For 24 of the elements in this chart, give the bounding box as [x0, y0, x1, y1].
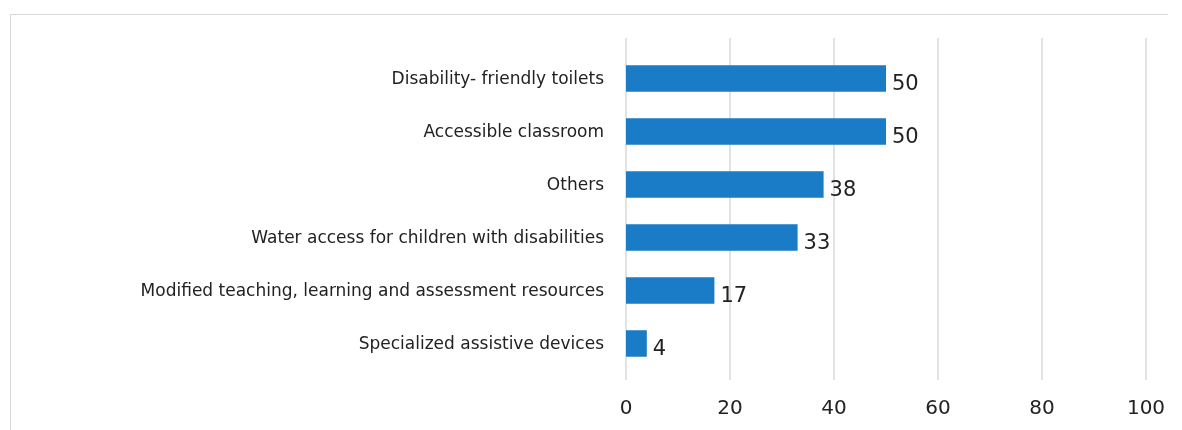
data-label: 38: [829, 176, 857, 201]
y-tick-label: Others: [546, 174, 605, 195]
bar: [626, 65, 886, 92]
x-tick-label: 80: [1029, 395, 1055, 419]
x-tick-label: 40: [821, 395, 847, 419]
bar: [626, 277, 715, 304]
y-tick-label: Water access for children with disabilities: [251, 227, 605, 248]
bar: [626, 118, 886, 145]
data-label: 50: [892, 70, 919, 95]
x-tick-label: 20: [717, 395, 743, 419]
bar: [626, 224, 798, 251]
y-tick-label: Modified teaching, learning and assessment resources: [140, 280, 605, 301]
x-tick-label: 100: [1126, 395, 1166, 419]
data-label: 33: [803, 229, 831, 254]
bar: [626, 171, 824, 198]
y-tick-label: Specialized assistive devices: [358, 333, 605, 354]
bar: [626, 330, 647, 357]
x-tick-label: 60: [925, 395, 951, 419]
data-label: 4: [652, 335, 667, 360]
x-tick-label: 0: [619, 395, 633, 419]
data-label: 50: [892, 123, 919, 148]
y-tick-label: Accessible classroom: [423, 121, 604, 142]
y-tick-label: Disability- friendly toilets: [391, 68, 605, 89]
data-label: 17: [720, 282, 748, 307]
